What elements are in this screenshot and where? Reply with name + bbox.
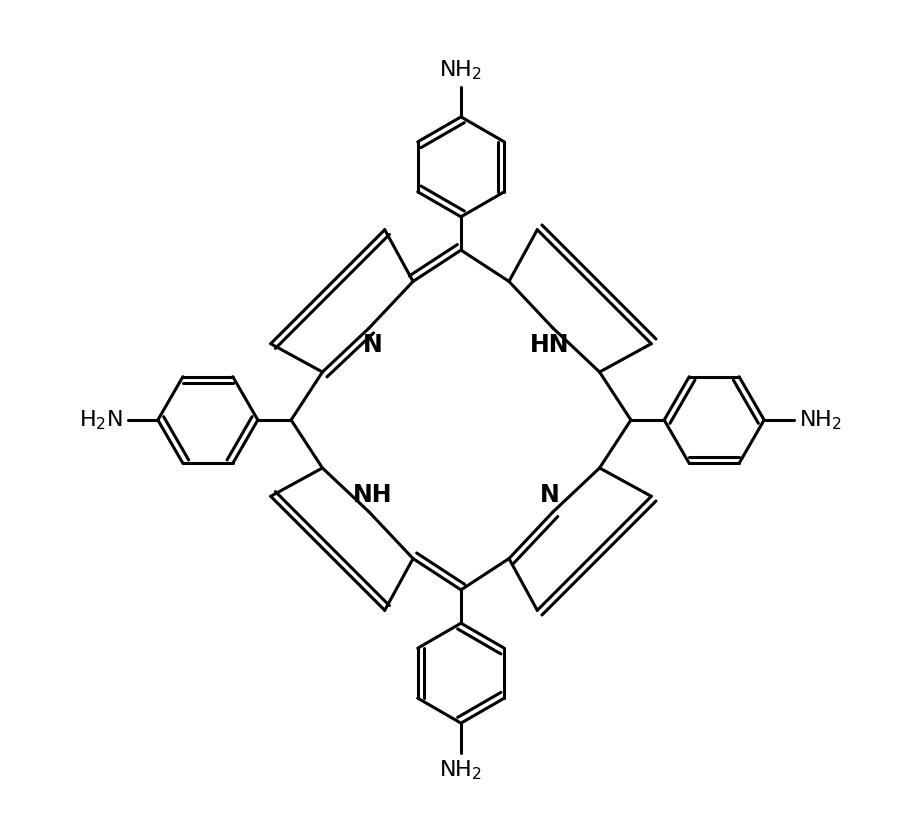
Text: NH$_2$: NH$_2$ <box>799 408 843 432</box>
Text: N: N <box>362 333 383 357</box>
Text: N: N <box>539 483 560 507</box>
Text: HN: HN <box>530 333 570 357</box>
Text: NH$_2$: NH$_2$ <box>440 759 482 782</box>
Text: H$_2$N: H$_2$N <box>78 408 123 432</box>
Text: NH$_2$: NH$_2$ <box>440 58 482 81</box>
Text: NH: NH <box>352 483 392 507</box>
